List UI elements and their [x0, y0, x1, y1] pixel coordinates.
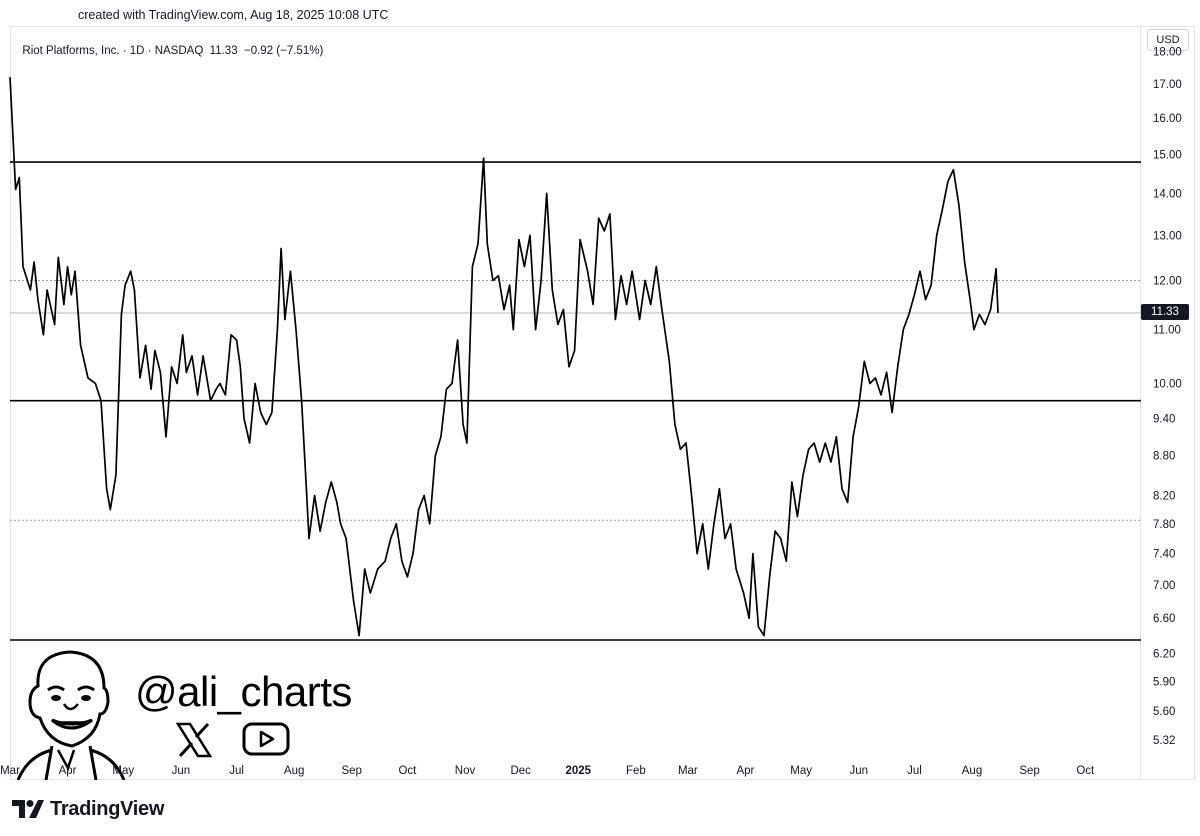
y-tick-label-5: 7.00 [1153, 580, 1175, 592]
symbol-price: 11.33 [209, 45, 238, 57]
y-tick-label-13: 12.00 [1153, 275, 1182, 287]
youtube-icon[interactable] [242, 721, 290, 757]
y-tick-label-10: 9.40 [1153, 413, 1175, 425]
x-tick-label-14: May [790, 765, 812, 777]
tradingview-logo-icon [12, 800, 44, 818]
caricature-avatar-icon [16, 650, 126, 780]
symbol-interval: 1D [129, 45, 145, 57]
y-tick-label-15: 14.00 [1153, 188, 1182, 200]
y-tick-label-0: 5.32 [1153, 735, 1175, 747]
tradingview-logo[interactable]: TradingView [12, 797, 164, 821]
x-tick-label-9: Dec [510, 765, 531, 777]
tradingview-logo-text: TradingView [50, 797, 165, 820]
symbol-change: −0.92 (−7.51%) [244, 45, 324, 57]
x-tick-label-6: Sep [341, 765, 361, 777]
x-tick-label-5: Aug [284, 765, 304, 777]
x-tick-label-16: Jul [907, 765, 922, 777]
x-tick-label-11: Feb [626, 765, 646, 777]
y-tick-label-14: 13.00 [1153, 230, 1182, 242]
symbol-exchange: NASDAQ [154, 45, 204, 57]
y-tick-label-11: 10.00 [1153, 378, 1182, 390]
y-tick-label-3: 6.20 [1153, 648, 1175, 660]
x-tick-label-13: Apr [736, 765, 754, 777]
y-tick-label-17: 16.00 [1153, 113, 1182, 125]
chart-pane[interactable] [10, 26, 1141, 780]
y-tick-label-18: 17.00 [1153, 79, 1182, 91]
x-tick-label-12: Mar [678, 765, 698, 777]
x-tick-label-10: 2025 [565, 765, 591, 777]
x-tick-label-18: Sep [1019, 765, 1039, 777]
x-tick-label-1: Apr [59, 765, 77, 777]
x-tick-label-0: Mar [0, 765, 20, 777]
price-axis[interactable] [1141, 26, 1195, 780]
y-tick-label-7: 7.80 [1153, 519, 1175, 531]
y-tick-label-16: 15.00 [1153, 149, 1182, 161]
y-tick-label-19: 18.00 [1153, 46, 1182, 58]
price-series-line-0 [9, 77, 999, 637]
y-tick-label-8: 8.20 [1153, 491, 1175, 503]
y-tick-label-2: 5.90 [1153, 677, 1175, 689]
x-logo-icon[interactable] [174, 720, 214, 760]
x-tick-label-4: Jul [229, 765, 244, 777]
y-tick-label-12: 11.00 [1153, 325, 1181, 337]
x-tick-label-3: Jun [172, 765, 191, 777]
y-tick-label-6: 7.40 [1153, 549, 1175, 561]
chart-credit: created with TradingView.com, Aug 18, 20… [78, 8, 389, 22]
x-tick-label-7: Oct [398, 765, 417, 777]
y-tick-label-9: 8.80 [1153, 451, 1175, 463]
symbol-info: Riot Platforms, Inc. · 1D · NASDAQ 11.33… [22, 45, 324, 57]
x-tick-label-19: Oct [1076, 765, 1095, 777]
y-tick-label-4: 6.60 [1153, 613, 1175, 625]
x-tick-label-15: Jun [849, 765, 868, 777]
x-tick-label-8: Nov [455, 765, 476, 777]
x-tick-label-17: Aug [962, 765, 982, 777]
currency-button[interactable]: USD [1147, 29, 1189, 51]
y-tick-label-1: 5.60 [1153, 706, 1175, 718]
author-handle: @ali_charts [135, 668, 352, 715]
last-price-tag: 11.33 [1141, 304, 1189, 320]
symbol-name: Riot Platforms, Inc. [22, 45, 120, 57]
